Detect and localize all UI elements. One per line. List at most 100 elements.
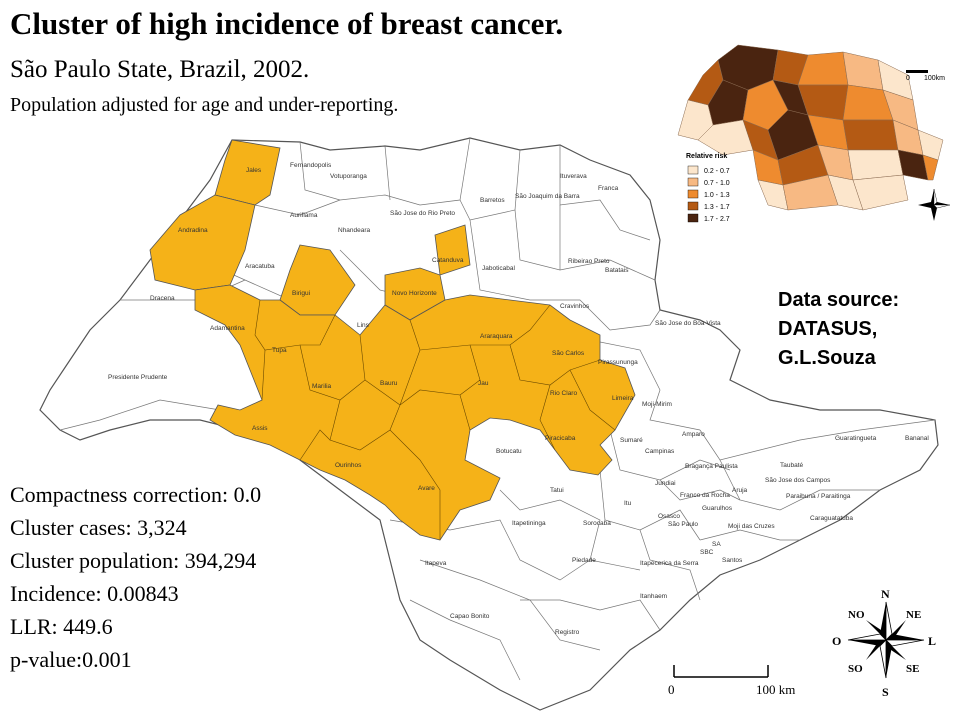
label-caraguatatuba: Caraguatatuba [810, 515, 853, 522]
label-sao-joaquim-barra: São Joaquim da Barra [515, 193, 580, 200]
data-source-line3: G.L.Souza [778, 347, 876, 369]
stat-compactness: Compactness correction: 0.0 [10, 482, 262, 507]
label-fernandopolis: Fernandopolis [290, 162, 332, 169]
label-itapetininga: Itapetininga [512, 520, 546, 527]
compass-no: NO [848, 609, 865, 621]
label-sao-jose-dos-campos: São Jose dos Campos [765, 477, 831, 484]
label-jales: Jales [246, 167, 262, 174]
scale-bar: 0 100 km [668, 665, 795, 697]
label-piracicaba: Piracicaba [545, 435, 576, 442]
label-itapecerica-da-serra: Itapecerica da Serra [640, 560, 699, 567]
label-ourinhos: Ourinhos [335, 462, 362, 469]
inset-scale-end: 100km [924, 75, 945, 82]
label-botucatu: Botucatu [496, 448, 522, 455]
page-title: Cluster of high incidence of breast canc… [10, 6, 564, 41]
label-campinas: Campinas [645, 448, 675, 455]
inset-compass [918, 188, 951, 221]
label-sbc: SBC [700, 549, 714, 556]
cluster-statistics: Compactness correction: 0.0 Cluster case… [10, 478, 261, 676]
legend-swatch-3 [687, 189, 699, 199]
label-jau: Jau [478, 380, 489, 387]
stat-cases: Cluster cases: 3,324 [10, 515, 187, 540]
label-piedade: Piedade [572, 557, 596, 564]
label-barretos: Barretos [480, 197, 505, 204]
compass-se: SE [906, 663, 919, 675]
legend-swatch-2 [687, 177, 699, 187]
legend-swatch-5 [687, 213, 699, 223]
label-votuporanga: Votuporanga [330, 173, 367, 180]
compass-s: S [882, 685, 889, 699]
label-moji-mirim: Moji-Mirim [642, 401, 672, 408]
label-cravinhos: Cravinhos [560, 303, 590, 310]
legend-label-3: 1.0 - 1.3 [704, 192, 730, 199]
label-marilia: Marilia [312, 383, 332, 390]
label-dracena: Dracena [150, 295, 175, 302]
label-sumare: Sumaré [620, 437, 643, 444]
label-jundiai: Jundiai [655, 480, 676, 487]
label-jaboticabal: Jaboticabal [482, 265, 515, 272]
label-auriflama: Auriflama [290, 212, 318, 219]
label-braganca-paulista: Bragança Paulista [685, 463, 738, 470]
stat-llr: LLR: 449.6 [10, 614, 113, 639]
legend-label-2: 0.7 - 1.0 [704, 180, 730, 187]
data-source: Data source: DATASUS, G.L.Souza [778, 286, 899, 373]
compass-w: O [832, 634, 841, 648]
compass-n: N [881, 587, 890, 601]
cluster-region [149, 139, 636, 541]
label-itanhaem: Itanhaem [640, 593, 667, 600]
label-batatais: Batatais [605, 267, 629, 274]
label-sorocaba: Sorocaba [583, 520, 611, 527]
label-paraibuna: Paraibuna / Paraitinga [786, 493, 851, 500]
label-itu: Itu [624, 500, 632, 507]
label-rio-claro: Rio Claro [550, 390, 577, 397]
label-sao-jose-rio-preto: São Jose do Rio Preto [390, 210, 455, 217]
label-capao-bonito: Capao Bonito [450, 613, 490, 620]
label-registro: Registro [555, 629, 580, 636]
scale-end-label: 100 km [756, 682, 795, 697]
relative-risk-inset-map: Relative risk 0.2 - 0.7 0.7 - 1.0 1.0 - … [677, 44, 951, 223]
label-itapeva: Itapeva [425, 560, 447, 567]
label-franco-da-rocha: Franco da Rocha [680, 492, 730, 499]
label-guaratingueta: Guaratingueta [835, 435, 877, 442]
cluster-inner-borders [254, 299, 616, 540]
municipality-labels: Jales Fernandopolis Votuporanga Andradin… [108, 162, 929, 636]
scale-zero-label: 0 [668, 682, 675, 697]
label-assis: Assis [252, 425, 268, 432]
label-taubate: Taubaté [780, 462, 804, 469]
legend-swatch-4 [687, 201, 699, 211]
cluster-main [194, 284, 636, 541]
label-presidente-prudente: Presidente Prudente [108, 374, 168, 381]
label-santos: Santos [722, 557, 743, 564]
state-boundary [39, 137, 939, 711]
inset-legend: Relative risk 0.2 - 0.7 0.7 - 1.0 1.0 - … [686, 153, 730, 223]
label-osasco: Osasco [658, 513, 680, 520]
inset-scale-zero: 0 [906, 75, 910, 82]
legend-swatch-1 [687, 165, 699, 175]
compass-rose: N S L O NE NO SE SO [832, 587, 936, 699]
compass-so: SO [848, 663, 863, 675]
label-bananal: Bananal [905, 435, 929, 442]
stat-pvalue: p-value:0.001 [10, 647, 132, 672]
label-tatui: Tatui [550, 487, 564, 494]
label-aruja: Aruja [732, 487, 748, 494]
inset-municipalities [677, 44, 944, 211]
legend-label-4: 1.3 - 1.7 [704, 204, 730, 211]
label-bauru: Bauru [380, 380, 398, 387]
label-sa: SA [712, 541, 721, 548]
label-amparo: Amparo [682, 431, 705, 438]
label-pirassununga: Pirassununga [598, 359, 638, 366]
label-ribeirao-preto: Ribeirao Preto [568, 258, 610, 265]
label-andradina: Andradina [178, 227, 208, 234]
label-aracatuba: Aracatuba [245, 263, 275, 270]
label-sao-carlos: São Carlos [552, 350, 585, 357]
legend-label-5: 1.7 - 2.7 [704, 216, 730, 223]
label-nhandeara: Nhandeara [338, 227, 371, 234]
label-limeira: Limeira [612, 395, 634, 402]
label-sao-paulo: São Paulo [668, 521, 698, 528]
label-lins: Lins [357, 322, 370, 329]
label-adamantina: Adamantina [210, 325, 245, 332]
state-outline [39, 137, 939, 711]
legend-label-1: 0.2 - 0.7 [704, 168, 730, 175]
label-novo-horizonte: Novo Horizonte [392, 290, 437, 297]
